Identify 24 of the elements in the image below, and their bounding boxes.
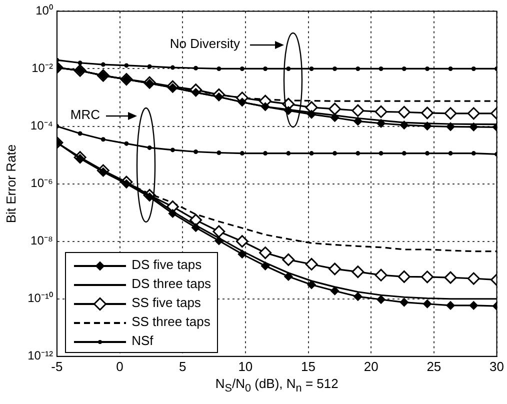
- x-tick-label: -5: [51, 358, 63, 374]
- annotation: No Diversity: [170, 36, 240, 51]
- x-tick-label: 10: [238, 358, 253, 374]
- y-tick-label: 10⁻²: [32, 61, 53, 76]
- legend-label: DS five taps: [132, 257, 202, 272]
- x-tick-label: 30: [490, 358, 504, 374]
- legend-label: SS five taps: [132, 295, 201, 310]
- x-tick-label: 5: [178, 358, 186, 374]
- y-tick-label: 10⁻⁶: [30, 176, 53, 190]
- x-tick-label: 15: [301, 358, 316, 374]
- y-tick-label: 10⁰: [36, 4, 53, 18]
- annotation: MRC: [70, 107, 100, 122]
- y-tick-label: 10⁻¹⁰: [28, 291, 53, 306]
- y-tick-label: 10⁻⁸: [30, 234, 53, 248]
- legend-label: SS three taps: [132, 314, 210, 330]
- legend-label: DS three taps: [132, 276, 212, 292]
- legend-label: NSf: [132, 333, 154, 348]
- y-axis-title: Bit Error Rate: [3, 144, 18, 224]
- x-tick-label: 25: [426, 358, 442, 374]
- y-tick-label: 10⁻¹²: [28, 348, 53, 363]
- y-tick-label: 10⁻⁴: [30, 118, 53, 133]
- x-tick-label: 0: [116, 358, 124, 374]
- x-axis-title: N$_{S}$/N$_{0}$ (dB), N$_{n}$ = 512: [214, 376, 340, 395]
- x-tick-label: 20: [364, 358, 378, 374]
